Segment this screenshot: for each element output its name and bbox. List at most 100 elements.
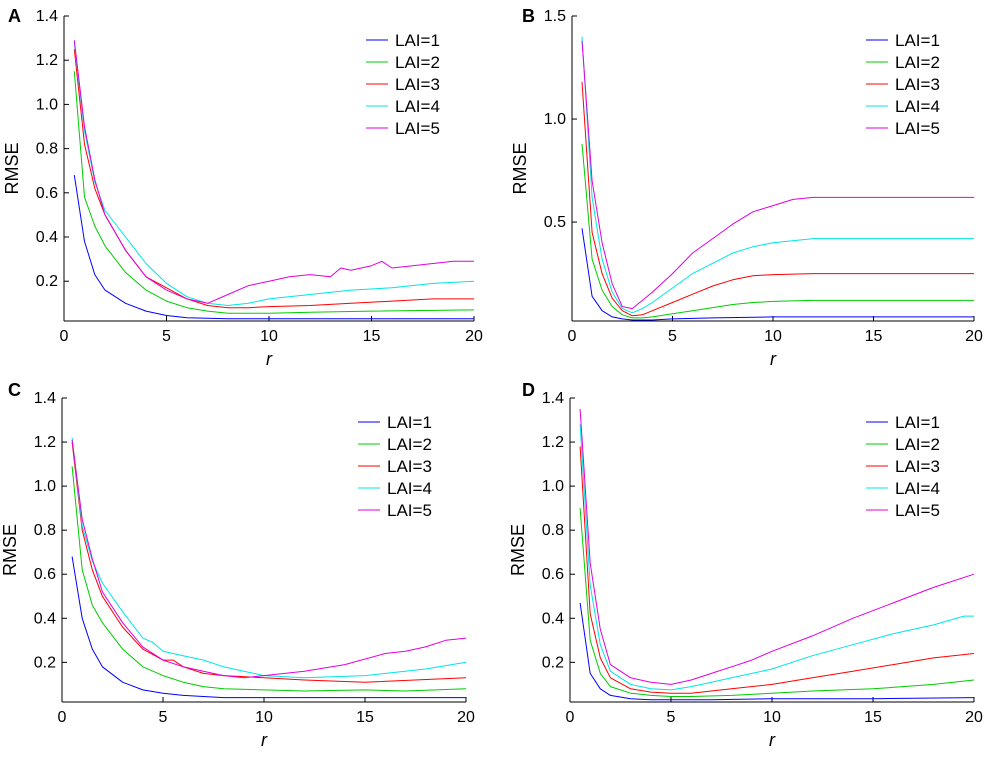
- legend-entry: LAI=1: [387, 413, 432, 432]
- y-tick-label: 1.2: [34, 434, 56, 451]
- series-line-lai-3: [71, 442, 467, 683]
- x-tick-label: 15: [864, 709, 882, 726]
- x-axis-label: r: [261, 730, 268, 750]
- legend-entry: LAI=2: [895, 53, 940, 72]
- y-tick-label: 0.5: [544, 214, 566, 231]
- x-tick-label: 10: [260, 328, 278, 345]
- series-line-lai-5: [71, 439, 467, 679]
- series-line-lai-5: [73, 40, 474, 304]
- y-tick-label: 1.4: [542, 390, 564, 407]
- series-line-lai-4: [71, 437, 467, 679]
- panel-label: A: [8, 6, 21, 26]
- x-tick-label: 5: [668, 328, 677, 345]
- y-tick-label: 1.2: [36, 52, 58, 69]
- y-tick-label: 0.8: [34, 522, 56, 539]
- y-tick-label: 1.5: [544, 8, 566, 25]
- x-tick-label: 5: [159, 709, 168, 726]
- y-tick-label: 0.4: [34, 610, 56, 627]
- chart-panel-d: 0 5 10 15 20 0.2 0.4 0.6 0.8 1.0 1.2 1.4 r RMSE D LAI=1…: [508, 380, 983, 750]
- series-line-lai-5: [581, 40, 974, 310]
- y-tick-label: 0.4: [36, 229, 58, 246]
- legend-entry: LAI=5: [387, 501, 432, 520]
- series-line-lai-3: [73, 49, 474, 309]
- legend-entry: LAI=4: [895, 479, 940, 498]
- x-tick-label: 20: [965, 709, 983, 726]
- x-tick-label: 15: [865, 328, 883, 345]
- series-line-lai-2: [71, 466, 467, 692]
- y-tick-label: 1.4: [36, 8, 58, 25]
- x-tick-label: 0: [60, 328, 69, 345]
- panel-label: D: [522, 380, 535, 400]
- y-tick-label: 0.6: [36, 185, 58, 202]
- y-tick-label: 1.0: [542, 478, 564, 495]
- panel-label: C: [8, 380, 21, 400]
- legend-entry: LAI=3: [895, 457, 940, 476]
- chart-panel-a: 0 5 10 15 20 0.2 0.4 0.6 0.8 1.0 1.2 1.4 r RMSE A LAI=1…: [2, 6, 483, 369]
- series-line-lai-4: [581, 36, 974, 314]
- series-line-lai-2: [73, 71, 475, 314]
- y-tick-label: 1.0: [34, 478, 56, 495]
- y-tick-label: 1.2: [542, 434, 564, 451]
- legend-entry: LAI=3: [395, 75, 440, 94]
- legend-entry: LAI=2: [895, 435, 940, 454]
- legend-entry: LAI=1: [895, 413, 940, 432]
- y-tick-label: 1.0: [544, 111, 566, 128]
- legend-entry: LAI=1: [895, 31, 940, 50]
- y-tick-label: 1.0: [36, 96, 58, 113]
- y-axis-label: RMSE: [0, 524, 20, 576]
- series-line-lai-1: [579, 602, 975, 701]
- x-tick-label: 20: [965, 328, 983, 345]
- legend-entry: LAI=5: [395, 119, 440, 138]
- legend-entry: LAI=4: [395, 97, 440, 116]
- x-tick-label: 10: [764, 328, 782, 345]
- x-tick-label: 10: [763, 709, 781, 726]
- legend-entry: LAI=1: [395, 31, 440, 50]
- x-axis-label: r: [266, 349, 273, 369]
- panel-label: B: [522, 6, 535, 26]
- series-line-lai-1: [581, 228, 974, 321]
- chart-panel-c: 0 5 10 15 20 0.2 0.4 0.6 0.8 1.0 1.2 1.4 r RMSE C LAI=1…: [0, 380, 475, 750]
- legend-entry: LAI=5: [895, 119, 940, 138]
- series-line-lai-3: [579, 446, 975, 694]
- x-tick-label: 0: [566, 709, 575, 726]
- legend-entry: LAI=3: [895, 75, 940, 94]
- x-tick-label: 20: [457, 709, 475, 726]
- y-tick-label: 0.2: [542, 654, 564, 671]
- legend-entry: LAI=2: [395, 53, 440, 72]
- y-tick-label: 0.2: [36, 273, 58, 290]
- x-tick-label: 20: [465, 328, 483, 345]
- x-tick-label: 15: [363, 328, 381, 345]
- series-line-lai-1: [73, 175, 474, 320]
- y-axis-label: RMSE: [510, 142, 530, 194]
- x-tick-label: 5: [667, 709, 676, 726]
- x-axis-label: r: [769, 730, 776, 750]
- legend-entry: LAI=3: [387, 457, 432, 476]
- y-tick-label: 1.4: [34, 390, 56, 407]
- x-tick-label: 0: [568, 328, 577, 345]
- y-tick-label: 0.6: [34, 566, 56, 583]
- x-tick-label: 5: [162, 328, 171, 345]
- series-line-lai-5: [579, 408, 975, 685]
- series-line-lai-1: [71, 556, 466, 699]
- series-line-lai-2: [579, 508, 975, 697]
- y-tick-label: 0.8: [36, 141, 58, 158]
- series-line-lai-3: [581, 81, 974, 317]
- legend-entry: LAI=2: [387, 435, 432, 454]
- chart-panel-b: 0 5 10 15 20 0.5 1.0 1.5 r RMSE B LAI=1 LAI=2 LAI=3 LA…: [510, 6, 983, 369]
- y-tick-label: 0.4: [542, 610, 564, 627]
- legend-entry: LAI=4: [387, 479, 432, 498]
- y-axis-label: RMSE: [508, 524, 528, 576]
- legend-entry: LAI=5: [895, 501, 940, 520]
- x-axis-label: r: [770, 349, 777, 369]
- legend-entry: LAI=4: [895, 97, 940, 116]
- series-line-lai-4: [579, 424, 974, 691]
- series-line-lai-2: [581, 143, 974, 319]
- y-tick-label: 0.2: [34, 654, 56, 671]
- x-tick-label: 0: [58, 709, 67, 726]
- y-tick-label: 0.6: [542, 566, 564, 583]
- y-axis-label: RMSE: [2, 142, 22, 194]
- x-tick-label: 10: [255, 709, 273, 726]
- x-tick-label: 15: [356, 709, 374, 726]
- y-tick-label: 0.8: [542, 522, 564, 539]
